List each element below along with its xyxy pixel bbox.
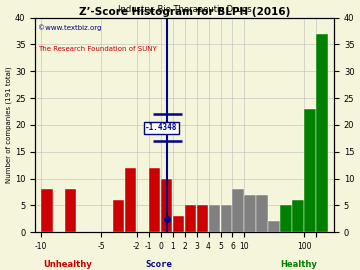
Title: Z’-Score Histogram for BLPH (2016): Z’-Score Histogram for BLPH (2016): [79, 7, 290, 17]
Bar: [65, 189, 76, 232]
Text: Industry: Bio Therapeutic Drugs: Industry: Bio Therapeutic Drugs: [118, 5, 252, 15]
Text: Unhealthy: Unhealthy: [43, 260, 92, 269]
Bar: [113, 200, 124, 232]
Bar: [41, 189, 53, 232]
Bar: [268, 221, 280, 232]
Bar: [256, 195, 268, 232]
Y-axis label: Number of companies (191 total): Number of companies (191 total): [5, 67, 12, 183]
Bar: [125, 168, 136, 232]
Text: Score: Score: [145, 260, 172, 269]
Bar: [221, 205, 232, 232]
Bar: [149, 168, 160, 232]
Bar: [161, 178, 172, 232]
Text: The Research Foundation of SUNY: The Research Foundation of SUNY: [38, 46, 157, 52]
Bar: [208, 205, 220, 232]
Text: Healthy: Healthy: [280, 260, 317, 269]
Bar: [304, 109, 316, 232]
Bar: [280, 205, 292, 232]
Text: ©www.textbiz.org: ©www.textbiz.org: [38, 24, 102, 31]
Bar: [292, 200, 303, 232]
Bar: [244, 195, 256, 232]
Text: -1.4348: -1.4348: [145, 123, 178, 132]
Bar: [173, 216, 184, 232]
Bar: [185, 205, 196, 232]
Bar: [197, 205, 208, 232]
Bar: [233, 189, 244, 232]
Bar: [316, 34, 328, 232]
